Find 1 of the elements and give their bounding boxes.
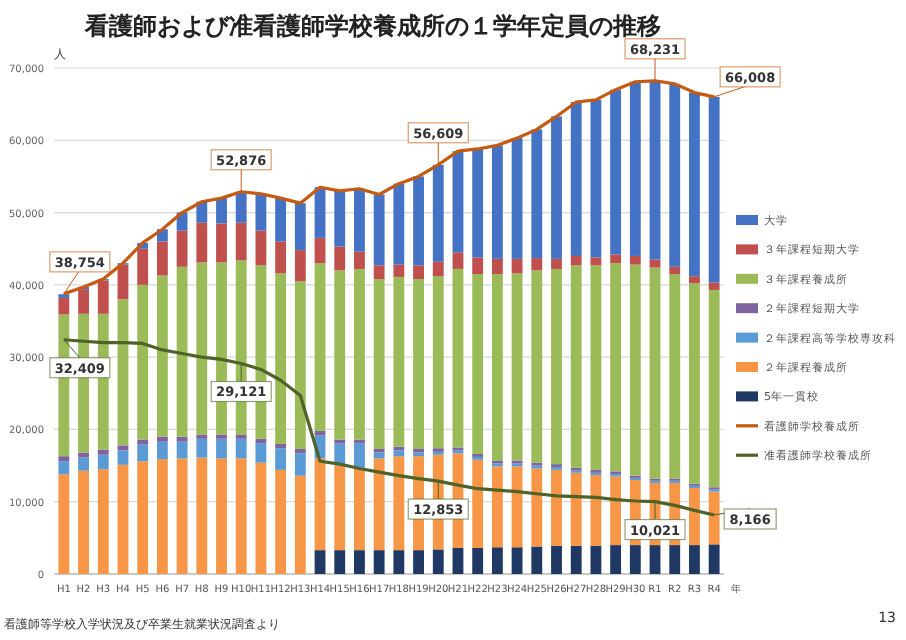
chart-title: 看護師および准看護師学校養成所の１学年定員の推移 (83, 12, 661, 40)
